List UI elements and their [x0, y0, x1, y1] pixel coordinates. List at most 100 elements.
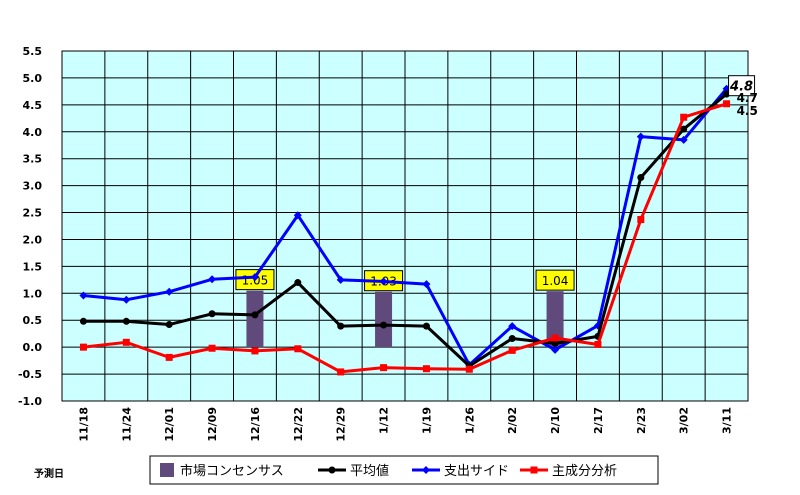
- series-line: [83, 87, 728, 367]
- data-point: [380, 364, 388, 372]
- data-point: [465, 365, 473, 373]
- data-point: [594, 340, 602, 348]
- data-point: [508, 346, 516, 354]
- legend-marker: [422, 466, 430, 474]
- x-tick-label: 1/12: [378, 407, 391, 434]
- y-tick-label: 5.0: [23, 72, 43, 85]
- series-lines: [79, 84, 731, 376]
- legend-label: 市場コンセンサス: [180, 463, 284, 479]
- consensus-bar: [246, 290, 264, 348]
- data-point: [337, 368, 345, 376]
- legend-box: [149, 455, 659, 485]
- x-tick-label: 2/10: [549, 407, 562, 434]
- consensus-bars: 1.051.031.04: [235, 269, 575, 348]
- data-point: [723, 100, 731, 108]
- y-tick-label: 4.5: [23, 99, 43, 112]
- data-point: [336, 275, 345, 284]
- data-point: [508, 335, 516, 343]
- series-line: [83, 92, 728, 368]
- data-point: [679, 135, 688, 144]
- data-point: [551, 345, 560, 354]
- y-axis: 5.5 5.0 4.5 4.0 3.5 3.0 2.5 2.0 1.5 1.0 0.5 0.0 -0.5…: [18, 45, 42, 408]
- legend-marker: [530, 466, 538, 474]
- data-point: [294, 279, 302, 287]
- consensus-bar: [375, 291, 393, 348]
- data-point: [293, 211, 302, 220]
- data-point: [508, 322, 517, 331]
- end-value-label: 4.8: [729, 80, 753, 95]
- x-tick-label: 12/09: [206, 407, 219, 442]
- data-point: [551, 334, 559, 342]
- x-tick-label: 12/29: [335, 407, 348, 442]
- bar-value-box: [535, 269, 575, 291]
- x-tick-label: 3/02: [678, 407, 691, 434]
- y-tick-label: 3.5: [23, 153, 43, 166]
- series-line: [83, 102, 728, 374]
- data-point: [422, 280, 431, 289]
- data-point: [208, 275, 217, 284]
- data-point: [422, 365, 430, 373]
- legend-label: 支出サイド: [444, 464, 509, 479]
- data-point: [680, 125, 688, 133]
- x-tick-label: 12/01: [163, 407, 176, 442]
- data-point: [422, 322, 430, 330]
- data-point: [122, 317, 130, 325]
- data-point: [637, 174, 645, 182]
- data-point: [165, 287, 174, 296]
- data-point: [251, 347, 259, 355]
- data-point: [250, 273, 259, 282]
- legend: 市場コンセンサス 平均値 支出サイド 主成分分析: [149, 455, 659, 485]
- data-point: [379, 277, 388, 286]
- legend-marker: [328, 466, 336, 474]
- data-point: [294, 345, 302, 353]
- consensus-bar: [546, 291, 564, 348]
- y-tick-label: 2.5: [23, 207, 43, 220]
- y-tick-label: 0.5: [23, 314, 43, 327]
- y-tick-label: 3.0: [23, 180, 43, 193]
- x-tick-label: 3/11: [721, 407, 734, 434]
- legend-swatch: [160, 463, 174, 477]
- end-value-box: [728, 75, 756, 97]
- data-point: [208, 310, 216, 318]
- data-point: [79, 343, 87, 351]
- data-point: [79, 291, 88, 300]
- end-value-label: 4.7: [737, 91, 758, 105]
- y-tick-label: 0.0: [23, 341, 43, 354]
- x-axis: 11/18 11/24 12/01 12/09 12/16 12/22 12/29 1/12 1…: [77, 407, 733, 442]
- x-tick-label: 11/18: [77, 407, 90, 442]
- y-tick-label: 2.0: [23, 233, 43, 246]
- grid: [61, 50, 749, 402]
- data-point: [380, 321, 388, 329]
- data-point: [251, 311, 259, 319]
- x-tick-label: 11/24: [120, 407, 133, 442]
- y-tick-label: 1.0: [23, 287, 43, 300]
- data-point: [680, 113, 688, 121]
- y-tick-label: -0.5: [18, 368, 42, 381]
- data-point: [551, 339, 559, 347]
- data-point: [122, 338, 130, 346]
- x-tick-label: 12/16: [249, 407, 262, 442]
- data-point: [165, 353, 173, 361]
- end-labels: 4.84.74.5: [728, 75, 758, 118]
- y-tick-label: 4.0: [23, 126, 43, 139]
- data-point: [79, 317, 87, 325]
- end-value-label: 4.5: [737, 104, 758, 118]
- bar-value-label: 1.04: [542, 274, 569, 288]
- data-point: [208, 344, 216, 352]
- data-point: [636, 132, 645, 141]
- x-axis-title: 予測日: [34, 467, 64, 480]
- data-point: [637, 216, 645, 224]
- x-tick-label: 12/22: [292, 407, 305, 442]
- y-tick-label: 1.5: [23, 260, 43, 273]
- y-tick-label: -1.0: [18, 395, 42, 408]
- legend-label: 主成分分析: [552, 464, 617, 479]
- x-tick-label: 2/17: [592, 407, 605, 434]
- legend-label: 平均値: [350, 463, 389, 479]
- x-tick-label: 1/26: [463, 407, 476, 434]
- x-tick-label: 2/02: [506, 407, 519, 434]
- y-tick-label: 5.5: [23, 45, 43, 58]
- data-point: [165, 321, 173, 329]
- x-tick-label: 2/23: [635, 407, 648, 434]
